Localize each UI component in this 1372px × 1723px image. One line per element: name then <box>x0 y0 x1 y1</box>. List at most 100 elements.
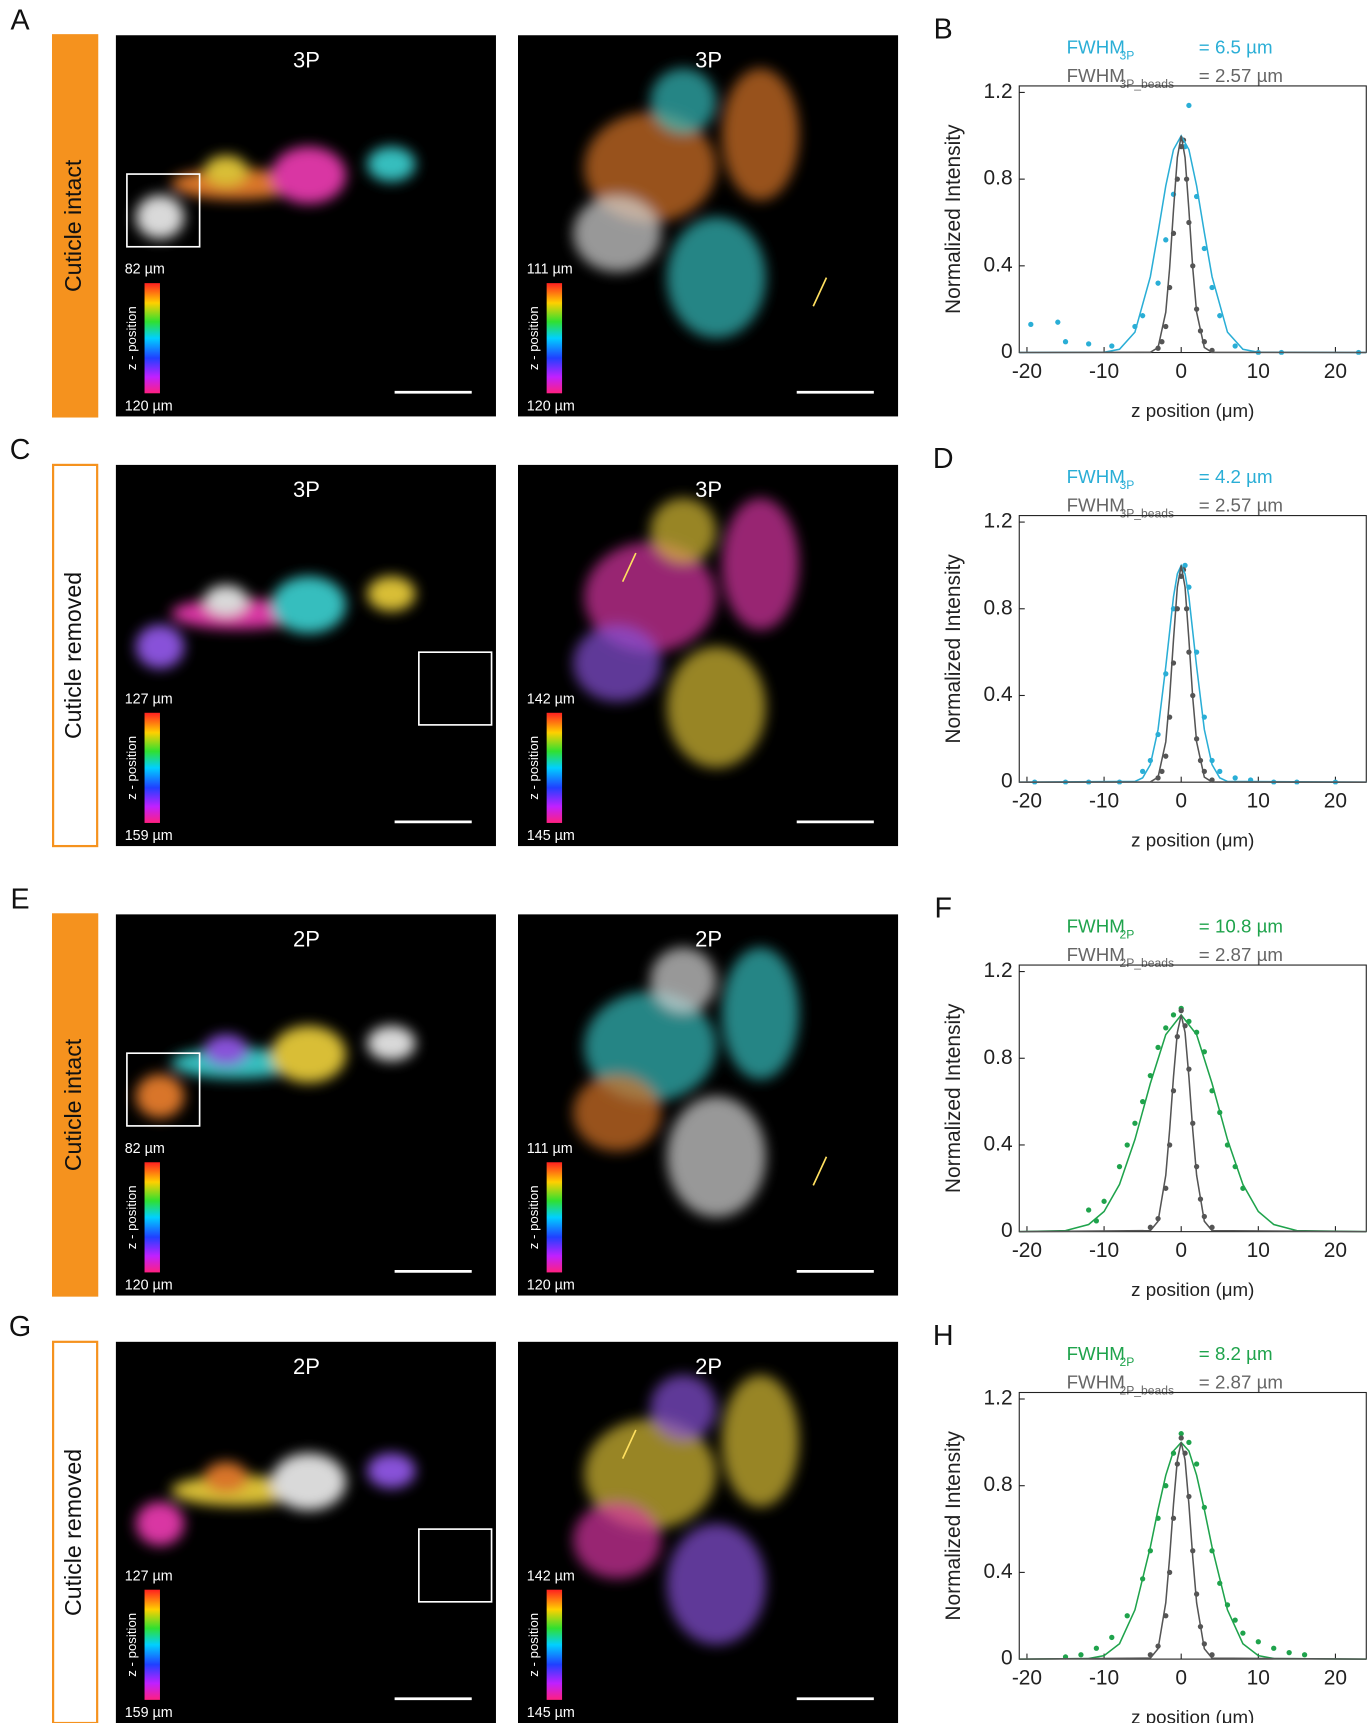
annotation-value: = 2.57 µm <box>1199 495 1283 516</box>
data-point <box>1139 1098 1146 1105</box>
annotation-sub: 2P <box>1120 928 1135 942</box>
data-point <box>1086 341 1092 347</box>
panel-letter: D <box>933 443 954 475</box>
annotation-text: FWHM <box>1067 36 1125 57</box>
cell-signal <box>135 146 416 240</box>
panel-letter: E <box>10 884 29 916</box>
x-tick-label: -20 <box>1012 790 1042 813</box>
annotation-text: FWHM <box>1067 916 1125 937</box>
series <box>1028 102 1362 355</box>
data-point <box>1163 1025 1169 1031</box>
fit-line <box>1019 563 1367 783</box>
signal-blob <box>721 68 799 201</box>
signal-blob <box>367 576 416 612</box>
data-point <box>1159 768 1165 774</box>
fit-line <box>1019 1442 1367 1660</box>
image-label: 3P <box>695 477 722 502</box>
data-point <box>1132 1120 1138 1126</box>
signal-blob <box>721 947 799 1080</box>
data-point <box>1028 321 1034 327</box>
series <box>1019 1014 1367 1233</box>
y-tick-label: 1.2 <box>984 80 1013 103</box>
y-tick-label: 0.8 <box>984 1046 1013 1069</box>
data-point <box>1232 343 1238 349</box>
data-point <box>1232 1617 1238 1623</box>
y-axis-label: Normalized Intensity <box>942 124 965 314</box>
colorbar <box>546 1589 563 1700</box>
y-tick-label: 0.4 <box>984 683 1013 706</box>
data-point <box>1193 1461 1200 1467</box>
z-bottom-label: 159 µm <box>125 828 173 844</box>
y-tick-label: 0 <box>1001 1647 1013 1670</box>
data-point <box>1240 1630 1246 1636</box>
image-label: 3P <box>293 477 320 502</box>
signal-blob <box>367 146 416 182</box>
z-bottom-label: 159 µm <box>125 1705 173 1721</box>
data-point <box>1201 245 1207 252</box>
signal-blob <box>666 1096 766 1218</box>
signal-blob <box>573 624 662 702</box>
y-tick-label: 0 <box>1001 340 1013 363</box>
z-top-label: 127 µm <box>125 1568 173 1584</box>
y-tick-label: 0.8 <box>984 167 1013 190</box>
signal-blob <box>135 1501 185 1546</box>
data-point <box>1093 1645 1100 1651</box>
annotation-text: FWHM <box>1067 65 1125 86</box>
y-tick-label: 1.2 <box>984 1387 1013 1410</box>
image-label: 2P <box>695 1354 722 1379</box>
x-tick-label: 10 <box>1247 360 1270 383</box>
image-label: 2P <box>293 1354 320 1379</box>
cell-signal <box>135 576 416 669</box>
x-axis-label: z position (μm) <box>1131 1707 1254 1723</box>
signal-blob <box>573 1501 662 1579</box>
annotation-value: = 4.2 µm <box>1199 466 1273 487</box>
data-point <box>1178 1431 1184 1437</box>
colorbar <box>144 283 160 394</box>
image-label: 3P <box>695 48 722 73</box>
y-tick-label: 0.8 <box>984 596 1013 619</box>
data-point <box>1109 1634 1115 1641</box>
series <box>1019 135 1367 354</box>
image-label: 2P <box>293 927 320 952</box>
signal-blob <box>271 1453 347 1511</box>
data-point <box>1182 562 1188 569</box>
y-tick-label: 0 <box>1001 1219 1013 1242</box>
x-axis-label: z position (μm) <box>1131 830 1254 851</box>
z-top-label: 82 µm <box>125 262 165 278</box>
annotation-text: FWHM <box>1067 1343 1125 1364</box>
panel-letter: B <box>934 13 953 45</box>
data-point <box>1271 1645 1277 1651</box>
annotation-sub: 3P_beads <box>1120 507 1175 521</box>
signal-blob <box>650 497 717 565</box>
annotation-sub: 2P <box>1120 1355 1135 1369</box>
y-axis-label: Normalized Intensity <box>942 554 965 744</box>
x-tick-label: 10 <box>1247 790 1270 813</box>
z-bottom-label: 120 µm <box>527 1277 575 1293</box>
inset-box <box>126 173 201 248</box>
side-box <box>51 463 99 848</box>
profile-line <box>621 552 637 583</box>
x-tick-label: 10 <box>1247 1666 1270 1689</box>
z-top-label: 111 µm <box>527 1141 573 1157</box>
z-bottom-label: 120 µm <box>527 398 575 414</box>
signal-blob <box>721 497 799 631</box>
signal-blob <box>271 576 347 634</box>
colorbar <box>546 712 563 823</box>
x-axis-label: z position (μm) <box>1131 400 1254 421</box>
data-point <box>1124 1613 1130 1619</box>
data-point <box>1209 284 1215 291</box>
colorbar-label: z - position <box>124 1613 139 1677</box>
data-point <box>1155 280 1161 286</box>
signal-blob <box>204 1034 249 1066</box>
signal-blob <box>666 646 766 768</box>
data-point <box>1159 339 1165 345</box>
panel-letter: H <box>933 1320 954 1352</box>
z-bottom-label: 120 µm <box>125 1277 173 1293</box>
signal-blob <box>204 1461 249 1493</box>
annotation-sub: 2P_beads <box>1120 956 1175 970</box>
annotation-sub: 3P <box>1120 478 1135 492</box>
profile-line <box>621 1429 637 1459</box>
side-box <box>51 913 99 1297</box>
annotation-sub: 2P_beads <box>1120 1384 1175 1398</box>
data-point <box>1186 1439 1192 1445</box>
